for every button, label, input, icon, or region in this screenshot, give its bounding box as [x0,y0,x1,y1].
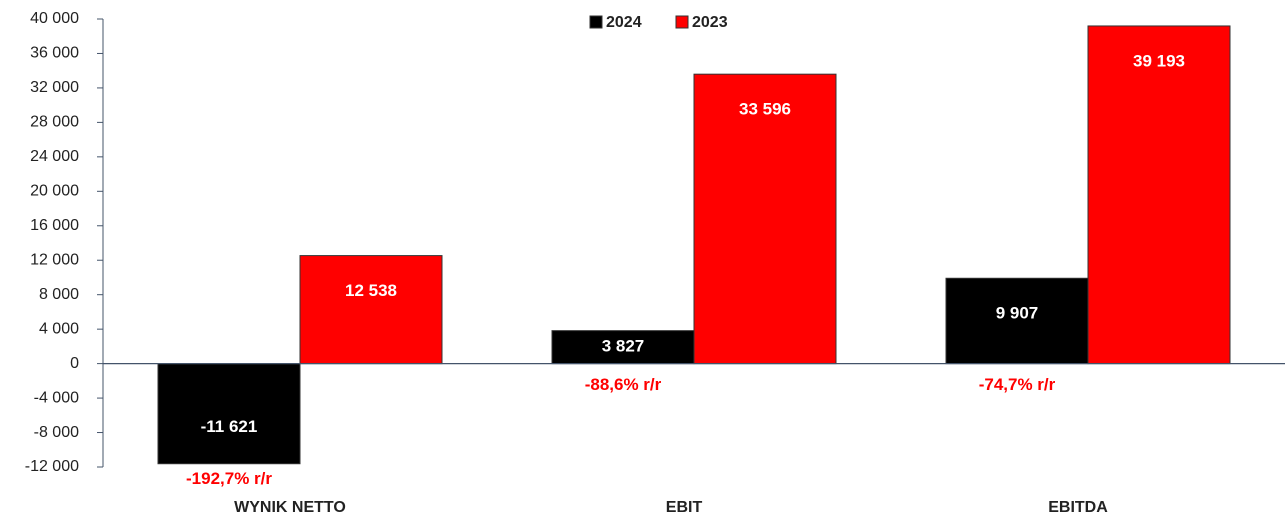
value-label: 33 596 [739,100,791,119]
bar [551,330,695,365]
y-tick-label: 4 000 [39,320,79,337]
y-tick-label: -4 000 [34,389,79,406]
bar [157,363,301,465]
y-tick-label: 12 000 [30,251,79,268]
annotation: -192,7% r/r [186,469,272,488]
bar [693,73,837,365]
y-tick-label: -12 000 [25,458,79,475]
x-tick-label: WYNIK NETTO [234,499,346,516]
bar [299,255,443,365]
value-label: 9 907 [996,304,1039,323]
y-tick-label: 28 000 [30,114,79,131]
legend-label: 2023 [692,14,728,31]
y-tick-label: 16 000 [30,217,79,234]
bar [1087,25,1231,365]
y-tick-label: -8 000 [34,424,79,441]
y-tick-label: 40 000 [30,10,79,27]
legend-swatch [675,15,689,29]
legend-swatch [589,15,603,29]
value-label: 39 193 [1133,51,1185,70]
bar [945,277,1089,365]
value-label: -11 621 [201,417,258,436]
y-tick-label: 36 000 [30,45,79,62]
y-tick-label: 32 000 [30,79,79,96]
legend-label: 2024 [606,14,642,31]
x-tick-label: EBIT [666,499,703,516]
y-tick-label: 8 000 [39,286,79,303]
annotation: -88,6% r/r [585,375,662,394]
annotation: -74,7% r/r [979,375,1056,394]
x-tick-label: EBITDA [1048,499,1108,516]
y-tick-label: 24 000 [30,148,79,165]
y-tick-label: 20 000 [30,183,79,200]
value-label: 12 538 [345,281,397,300]
value-label: 3 827 [602,337,645,356]
y-tick-label: 0 [70,355,79,372]
